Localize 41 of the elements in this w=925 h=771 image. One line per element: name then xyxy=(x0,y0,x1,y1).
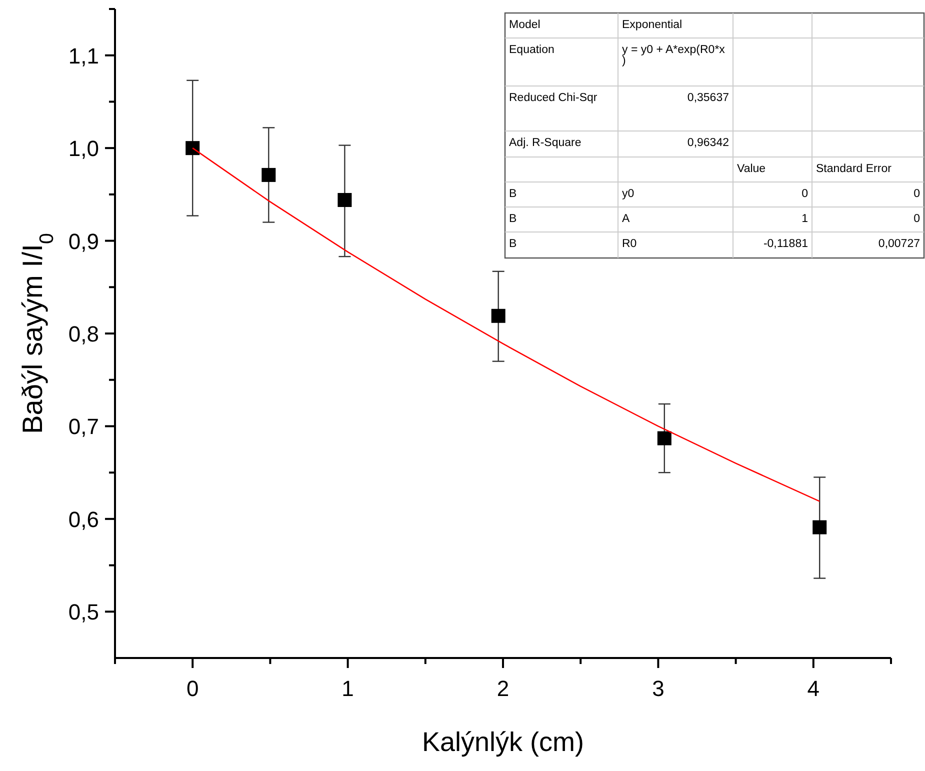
point xyxy=(186,141,200,156)
annotation: Equation xyxy=(509,44,554,56)
y-tick-label: 1,0 xyxy=(68,136,99,162)
y-tick-label: 1,1 xyxy=(68,43,99,68)
y-tick-label: 0,6 xyxy=(68,506,99,532)
annotation: Standard Error xyxy=(816,163,892,175)
annotation: B xyxy=(509,188,517,200)
point xyxy=(812,520,827,534)
annotation: Reduced Chi-Sqr xyxy=(509,92,598,104)
y-tick-label: 0,7 xyxy=(68,414,99,440)
annotation: Exponential xyxy=(622,19,682,31)
annotation: 0,00727 xyxy=(878,238,920,250)
annotation: R0 xyxy=(622,238,637,250)
annotation: y = y0 + A*exp(R0*x) xyxy=(622,44,726,67)
annotation: 1 xyxy=(802,213,808,225)
annotation: Value xyxy=(737,163,766,175)
x-tick-label: 1 xyxy=(342,676,354,701)
x-tick-label: 0 xyxy=(186,676,199,701)
annotation: 0 xyxy=(802,188,808,200)
x-tick-label: 4 xyxy=(807,676,820,701)
x-tick-label: 3 xyxy=(652,676,664,701)
y-tick-label: 0,8 xyxy=(68,322,99,346)
point xyxy=(262,168,276,182)
x-axis-title: Kalýnlýk (cm) xyxy=(422,727,584,757)
point xyxy=(338,192,352,207)
point xyxy=(657,431,672,446)
text: 0 xyxy=(914,213,920,225)
y-tick-label: 0,5 xyxy=(68,600,99,625)
annotation: 0,35637 xyxy=(687,92,729,104)
text: 0 xyxy=(914,188,920,200)
annotation: B xyxy=(509,213,517,225)
annotation: A xyxy=(622,213,630,225)
point xyxy=(491,308,506,323)
annotation: B xyxy=(509,238,517,250)
annotation: y0 xyxy=(622,188,634,200)
annotation: Model xyxy=(509,19,540,31)
annotation: -0,11881 xyxy=(763,238,808,250)
x-tick-label: 2 xyxy=(496,676,510,701)
y-tick-label: 0,9 xyxy=(68,228,99,254)
annotation: 0,96342 xyxy=(687,137,729,149)
annotation: Adj. R-Square xyxy=(509,137,582,149)
